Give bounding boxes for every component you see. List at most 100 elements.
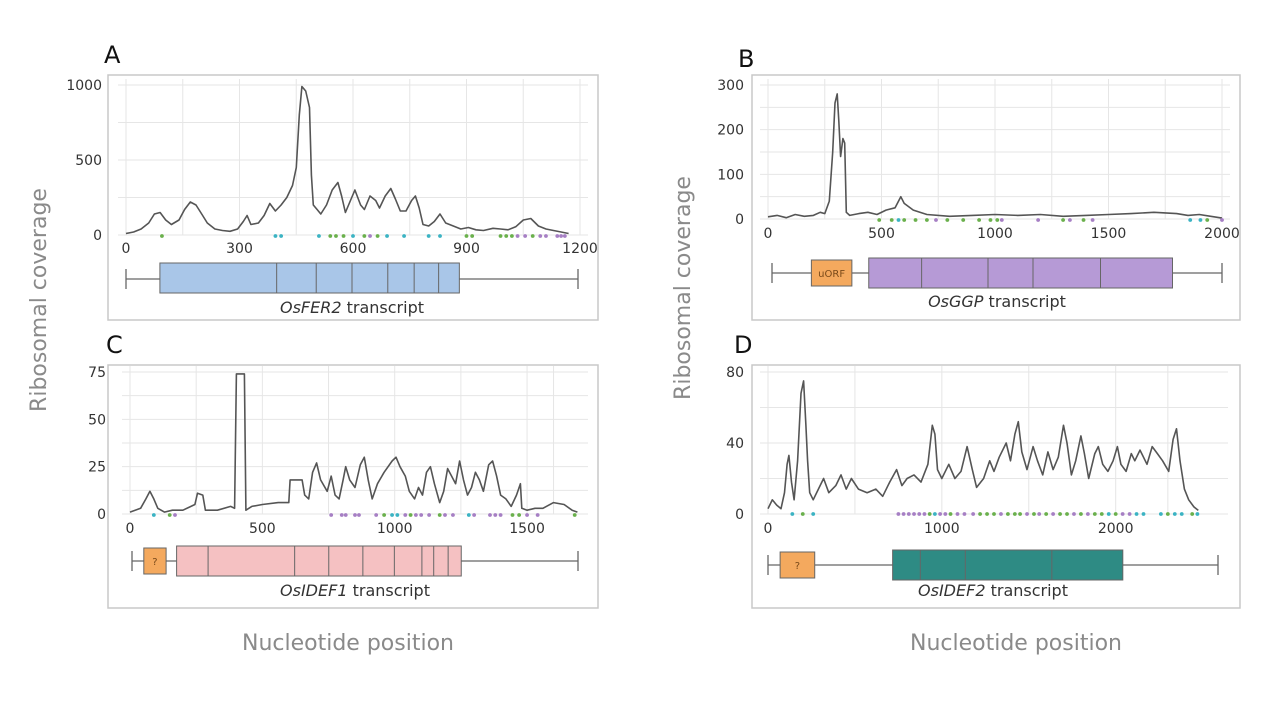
x-tick-label: 1000: [977, 226, 1013, 242]
cds-box: [892, 549, 1124, 581]
transcript-track: OsFER2 transcript: [125, 262, 579, 317]
site-dot: [525, 513, 529, 517]
site-dot: [961, 218, 966, 222]
site-dot: [572, 513, 577, 517]
site-dot: [353, 513, 357, 517]
x-tick-label: 2000: [1204, 226, 1240, 242]
site-dot: [934, 218, 938, 222]
transcript-track: ? OsIDEF1 transcript: [131, 545, 579, 600]
site-dot: [945, 218, 950, 222]
site-dot: [917, 512, 922, 516]
site-dot: [351, 234, 355, 238]
site-dot: [544, 234, 548, 238]
site-dot: [906, 512, 911, 516]
x-tick-label: 500: [249, 521, 276, 537]
site-dot: [977, 218, 982, 222]
site-dot: [343, 513, 348, 517]
site-dot: [562, 234, 567, 238]
x-tick-label: 1000: [924, 521, 960, 537]
y-tick-label: 100: [717, 167, 744, 183]
site-dot: [1188, 218, 1193, 222]
site-dot: [339, 513, 344, 517]
panel-frame: [751, 364, 1241, 609]
x-tick-label: 900: [453, 241, 480, 257]
y-tick-label: 50: [88, 412, 106, 428]
site-dot: [464, 234, 469, 238]
x-tick-label: 1500: [509, 521, 545, 537]
panel-letter: A: [104, 41, 121, 69]
site-dot: [374, 513, 379, 517]
site-dot: [901, 512, 906, 516]
site-dot: [413, 513, 418, 517]
site-dot: [1205, 218, 1210, 222]
x-axis-title-right: Nucleotide position: [910, 631, 1122, 656]
site-dot: [1220, 218, 1224, 222]
site-dot: [390, 513, 394, 517]
site-dot: [1198, 218, 1203, 222]
site-dot: [470, 234, 475, 238]
site-dot: [985, 512, 989, 516]
site-dot: [419, 513, 424, 517]
site-dot: [1037, 512, 1042, 516]
site-dot: [1127, 512, 1132, 516]
site-dot: [427, 513, 432, 517]
panel-a: A 0 500 1000 0 300 600 900 1200 OsFER2 transcript: [66, 41, 599, 321]
site-dot: [451, 513, 455, 517]
site-dot: [1079, 512, 1083, 516]
site-dot: [1092, 512, 1097, 516]
site-dot: [902, 218, 907, 222]
site-dot: [1061, 218, 1065, 222]
upstream-box: [143, 547, 167, 575]
site-dot: [992, 512, 996, 516]
site-dot: [896, 512, 901, 516]
site-dot: [811, 512, 816, 516]
site-dot: [160, 234, 164, 238]
x-tick-label: 0: [122, 241, 131, 257]
y-tick-label: 0: [97, 507, 106, 523]
transcript-label: OsIDEF2 transcript: [918, 581, 1068, 600]
site-dot: [938, 512, 943, 516]
coverage-line: [767, 380, 1199, 512]
site-dot: [1072, 512, 1076, 516]
site-dot: [971, 512, 976, 516]
site-dot: [510, 234, 514, 238]
y-tick-label: 1000: [66, 78, 102, 94]
site-dot: [329, 513, 334, 517]
site-dot: [1006, 512, 1010, 516]
upstream-box-label: ?: [795, 561, 800, 572]
gene-name: OsFER2: [280, 298, 342, 317]
site-dot: [438, 234, 442, 238]
site-dot: [173, 513, 177, 517]
site-dot: [912, 512, 916, 516]
y-tick-label: 0: [735, 212, 744, 228]
site-dot: [466, 513, 471, 517]
panel-letter: B: [738, 45, 754, 73]
site-dot: [493, 513, 498, 517]
site-dot: [896, 218, 901, 222]
site-dot: [1158, 512, 1163, 516]
transcript-track: ? OsIDEF2 transcript: [767, 549, 1219, 600]
gridlines: [122, 366, 588, 515]
site-dot: [357, 513, 361, 517]
site-dot: [1195, 512, 1200, 516]
coverage-line: [129, 373, 578, 513]
site-dot: [362, 234, 367, 238]
site-dot: [1113, 512, 1118, 516]
transcript-label: OsFER2 transcript: [280, 298, 424, 317]
site-dot: [1012, 512, 1017, 516]
site-dot: [932, 512, 937, 516]
x-tick-label: 1200: [562, 241, 598, 257]
site-dot: [328, 234, 333, 238]
site-dot: [151, 513, 156, 517]
y-tick-label: 500: [75, 153, 102, 169]
site-dot: [515, 234, 520, 238]
site-dot: [1044, 512, 1049, 516]
site-dot: [535, 513, 540, 517]
site-dot: [1051, 512, 1056, 516]
site-dot: [559, 234, 563, 238]
site-dot: [1179, 512, 1184, 516]
y-axis-title-right: Ribosomal coverage: [671, 176, 696, 400]
site-dot: [1099, 512, 1104, 516]
x-tick-label: 1000: [377, 521, 413, 537]
site-dot: [437, 513, 442, 517]
